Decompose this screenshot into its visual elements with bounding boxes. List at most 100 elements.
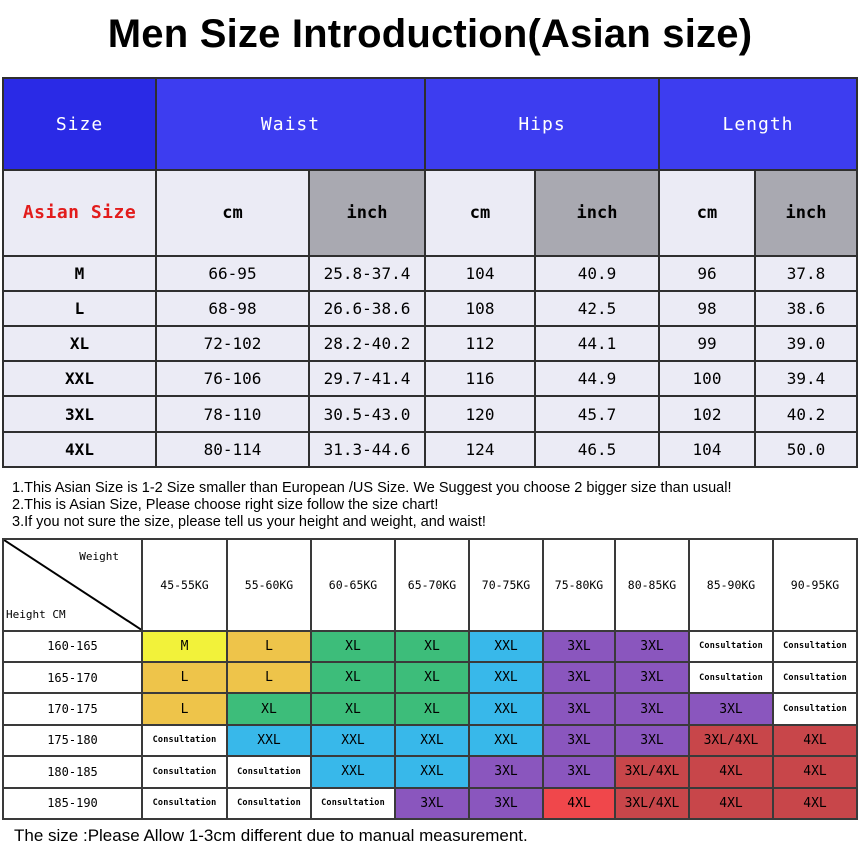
size-cell: 3XL [690,694,772,724]
size-cell: 3XL [616,631,688,661]
size-cell: 3XL [470,788,542,818]
weight-header: 75-80KG [544,540,614,630]
size-label: XXL [4,362,155,396]
size-value: 102 [660,397,754,431]
height-label: 175-180 [4,725,141,756]
chart-corner: Weight Height CM [4,540,141,630]
size-value: 37.8 [756,256,856,290]
size-cell: XXL [228,725,310,756]
size-cell: Consultation [690,662,772,693]
size-value: 40.9 [536,256,658,290]
size-cell: XL [396,662,468,693]
corner-weight-label: Weight [79,550,119,563]
weight-header: 55-60KG [228,540,310,630]
header-size: Size [4,79,155,170]
size-value: 120 [426,397,534,431]
size-cell: 4XL [774,757,856,787]
size-value: 66-95 [157,256,308,290]
height-label: 185-190 [4,788,141,818]
size-value: 50.0 [756,432,856,466]
size-cell: 4XL [544,788,614,818]
weight-header: 80-85KG [616,540,688,630]
size-row: XXL 76-106 29.7-41.4 116 44.9 100 39.4 [4,362,856,396]
header-waist: Waist [157,79,424,170]
size-cell: 3XL [396,788,468,818]
page-title: Men Size Introduction(Asian size) [107,12,753,56]
size-value: 45.7 [536,397,658,431]
size-value: 80-114 [157,432,308,466]
size-cell: Consultation [228,788,310,818]
size-label: L [4,291,155,326]
size-cell: XXL [470,662,542,693]
size-cell: 3XL/4XL [690,725,772,756]
chart-row: 170-175 L XL XL XL XXL 3XL 3XL 3XL Consultation [4,694,856,724]
size-cell: 3XL [470,757,542,787]
unit-hips-inch: inch [536,171,658,255]
size-cell: 3XL [544,694,614,724]
size-cell: Consultation [774,631,856,661]
unit-waist-cm: cm [157,171,308,255]
size-cell: 3XL [616,725,688,756]
size-cell: L [228,631,310,661]
weight-header: 90-95KG [774,540,856,630]
size-value: 104 [660,432,754,466]
size-value: 68-98 [157,291,308,326]
height-label: 165-170 [4,662,141,693]
size-row: L 68-98 26.6-38.6 108 42.5 98 38.6 [4,291,856,326]
size-cell: XL [396,694,468,724]
height-label: 170-175 [4,694,141,724]
size-value: 72-102 [157,327,308,361]
size-cell: Consultation [774,662,856,693]
size-cell: Consultation [312,788,394,818]
size-value: 78-110 [157,397,308,431]
size-value: 40.2 [756,397,856,431]
unit-hips-cm: cm [426,171,534,255]
size-cell: 3XL [616,662,688,693]
size-cell: XL [396,631,468,661]
size-cell: L [143,694,226,724]
weight-header: 45-55KG [143,540,226,630]
size-cell: XXL [396,725,468,756]
size-value: 39.4 [756,362,856,396]
size-cell: XXL [470,725,542,756]
size-value: 96 [660,256,754,290]
size-value: 42.5 [536,291,658,326]
size-row: 4XL 80-114 31.3-44.6 124 46.5 104 50.0 [4,432,856,466]
size-cell: XL [312,662,394,693]
size-value: 29.7-41.4 [310,362,424,396]
size-cell: XL [228,694,310,724]
unit-waist-inch: inch [310,171,424,255]
size-cell: 3XL [544,631,614,661]
size-row: M 66-95 25.8-37.4 104 40.9 96 37.8 [4,256,856,290]
size-cell: XXL [470,631,542,661]
size-cell: M [143,631,226,661]
size-row: 3XL 78-110 30.5-43.0 120 45.7 102 40.2 [4,397,856,431]
size-cell: 3XL [544,725,614,756]
size-cell: Consultation [774,694,856,724]
size-label: 4XL [4,432,155,466]
size-cell: 3XL/4XL [616,757,688,787]
footer-note: The size :Please Allow 1-3cm different d… [14,826,528,845]
size-value: 76-106 [157,362,308,396]
size-cell: Consultation [143,788,226,818]
size-cell: 3XL [616,694,688,724]
size-value: 124 [426,432,534,466]
chart-row: 165-170 L L XL XL XXL 3XL 3XL Consultation Consul… [4,662,856,693]
weight-header: 85-90KG [690,540,772,630]
size-value: 28.2-40.2 [310,327,424,361]
size-cell: L [228,662,310,693]
size-cell: L [143,662,226,693]
note-3: 3.If you not sure the size, please tell … [12,514,486,530]
chart-row: 185-190 Consultation Consultation Consultat… [4,788,856,818]
height-label: 180-185 [4,757,141,787]
size-label: 3XL [4,397,155,431]
size-cell: XL [312,631,394,661]
size-value: 26.6-38.6 [310,291,424,326]
size-cell: 4XL [774,788,856,818]
size-value: 39.0 [756,327,856,361]
size-value: 99 [660,327,754,361]
size-value: 30.5-43.0 [310,397,424,431]
size-cell: 3XL/4XL [616,788,688,818]
size-cell: Consultation [143,725,226,756]
size-notes: 1.This Asian Size is 1-2 Size smaller th… [12,480,852,531]
